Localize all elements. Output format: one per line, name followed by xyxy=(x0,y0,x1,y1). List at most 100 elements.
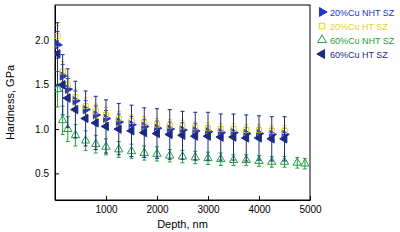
x-tick-mark xyxy=(208,196,209,200)
x-tick-mark xyxy=(106,196,107,200)
error-bar-cap xyxy=(104,99,108,100)
point xyxy=(83,105,90,113)
point xyxy=(178,131,185,139)
point xyxy=(127,127,134,135)
x-tick-mark xyxy=(259,196,260,200)
error-bar-cap xyxy=(130,105,134,106)
point xyxy=(139,128,146,136)
y-tick-label: 0.5 xyxy=(35,168,49,179)
point xyxy=(293,158,301,165)
x-tick: 3000 xyxy=(197,196,220,215)
series xyxy=(55,32,289,141)
point xyxy=(63,94,70,102)
x-tick-label: 1000 xyxy=(95,204,118,215)
x-tick-label: 3000 xyxy=(197,204,220,215)
error-bar-cap xyxy=(94,96,98,97)
y-tick: 0.5 xyxy=(35,168,59,179)
error-bar-cap xyxy=(84,145,88,146)
x-tick-label: 4000 xyxy=(248,204,271,215)
error-bar-cap xyxy=(270,167,274,168)
point xyxy=(301,159,309,166)
error-bar-cap xyxy=(206,160,210,161)
error-bar xyxy=(295,157,299,168)
point xyxy=(280,135,287,143)
error-bar-cap xyxy=(303,168,307,169)
y-tick-label: 1.5 xyxy=(35,79,49,90)
error-bar-cap xyxy=(155,108,159,109)
error-bar-cap xyxy=(84,90,88,91)
legend-item: 20%Cu NHT SZ xyxy=(319,8,394,18)
error-bar-cap xyxy=(56,106,60,107)
error-bar-cap xyxy=(117,103,121,104)
point xyxy=(81,114,88,122)
error-bar-cap xyxy=(181,111,185,112)
error-bar-cap xyxy=(232,114,236,115)
error-bar-cap xyxy=(181,159,185,160)
error-bar-cap xyxy=(66,127,70,128)
series xyxy=(55,23,287,161)
legend-label: 60%Cu HT SZ xyxy=(330,50,388,60)
error-bar-cap xyxy=(61,54,65,55)
error-bar-cap xyxy=(84,150,88,151)
point xyxy=(216,133,223,141)
error-bar-cap xyxy=(66,68,70,69)
point xyxy=(104,114,111,122)
x-tick: 4000 xyxy=(248,196,271,215)
legend-label: 20%Cu NHT SZ xyxy=(330,8,395,18)
x-axis-title: Depth, nm xyxy=(157,218,208,230)
point xyxy=(55,41,62,49)
error-bar-cap xyxy=(232,165,236,166)
point xyxy=(267,135,274,143)
legend-item: 20%Cu HT SZ xyxy=(319,22,388,32)
point xyxy=(152,129,159,137)
point xyxy=(116,118,123,126)
point xyxy=(71,105,78,113)
y-tick-label: 1.0 xyxy=(35,124,49,135)
error-bar-cap xyxy=(244,114,248,115)
x-tick-label: 2000 xyxy=(146,204,169,215)
error-bar-cap xyxy=(295,168,299,169)
error-bar-cap xyxy=(117,154,121,155)
error-bar-cap xyxy=(130,158,134,159)
error-bar-cap xyxy=(73,145,77,146)
x-axis: 10002000300040005000 xyxy=(56,196,323,215)
error-bar-cap xyxy=(193,163,197,164)
x-tick: 1000 xyxy=(95,196,118,215)
error-bar-cap xyxy=(257,115,261,116)
x-tick-mark xyxy=(310,196,311,200)
series xyxy=(55,71,309,169)
point xyxy=(101,122,108,130)
point xyxy=(254,134,261,142)
x-axis-line xyxy=(56,200,311,201)
x-tick: 2000 xyxy=(146,196,169,215)
error-bar-cap xyxy=(283,167,287,168)
error-bar-cap xyxy=(244,165,248,166)
plot-frame xyxy=(55,5,310,200)
error-bar-cap xyxy=(130,156,134,157)
error-bar-cap xyxy=(206,164,210,165)
point xyxy=(229,133,236,141)
point xyxy=(203,132,210,140)
error-bar-cap xyxy=(219,165,223,166)
point xyxy=(73,97,80,105)
point xyxy=(190,132,197,140)
error-bar-cap xyxy=(94,149,98,150)
legend-marker xyxy=(318,35,327,43)
error-bar-cap xyxy=(66,141,70,142)
point xyxy=(58,81,65,89)
error-bar-cap xyxy=(117,157,121,158)
point xyxy=(91,119,98,127)
legend-label: 20%Cu HT SZ xyxy=(330,22,388,32)
point xyxy=(55,50,60,58)
y-tick-mark xyxy=(55,129,59,130)
error-bar-cap xyxy=(142,160,146,161)
legend-item: 60%Cu HT SZ xyxy=(317,50,388,60)
error-bar-cap xyxy=(142,157,146,158)
y-tick-mark xyxy=(55,173,59,174)
error-bar-cap xyxy=(232,160,236,161)
point xyxy=(241,134,248,142)
error-bar-cap xyxy=(155,158,159,159)
error-bar-cap xyxy=(219,114,223,115)
error-bar-cap xyxy=(193,160,197,161)
error-bar-cap xyxy=(61,114,65,115)
